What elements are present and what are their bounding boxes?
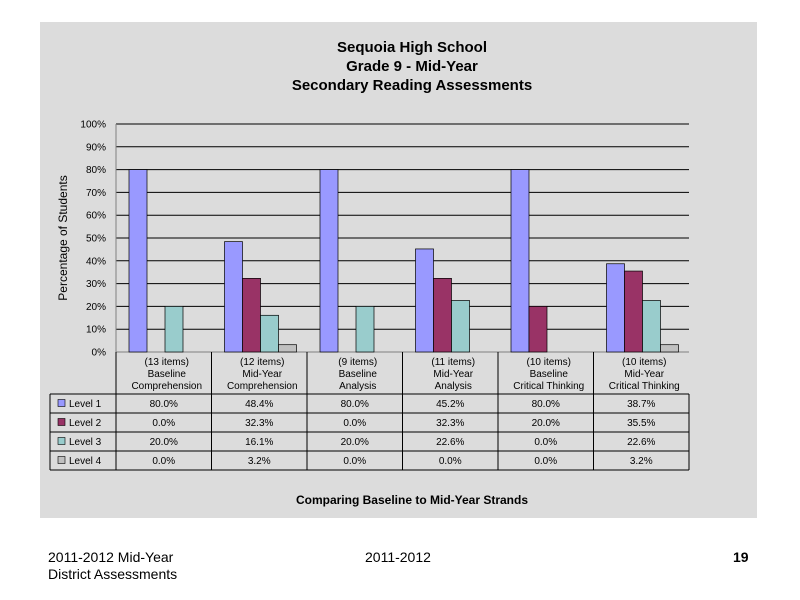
category-label: (12 items) (240, 357, 284, 368)
bar (451, 300, 470, 353)
table-cell: 32.3% (436, 418, 464, 429)
y-tick-label: 90% (86, 142, 106, 153)
bar (319, 169, 339, 353)
table-cell: 22.6% (627, 437, 655, 448)
table-cell: 35.5% (627, 418, 655, 429)
table-cell: 0.0% (439, 456, 462, 467)
legend-label: Level 4 (69, 456, 102, 467)
y-tick-label: 40% (86, 256, 106, 267)
bar (355, 306, 375, 353)
bar (260, 314, 279, 353)
table-cell: 16.1% (245, 437, 273, 448)
footer-left-line2: District Assessments (48, 566, 178, 582)
table-cell: 3.2% (630, 456, 653, 467)
table-cell: 80.0% (532, 399, 560, 410)
category-label: Comprehension (227, 381, 298, 392)
category-label: Baseline (339, 369, 378, 380)
category-label: Mid-Year (242, 369, 282, 380)
category-label: Critical Thinking (513, 381, 584, 392)
table-cell: 20.0% (341, 437, 369, 448)
bar-chart: Sequoia High School Grade 9 - Mid-Year Sec… (49, 39, 690, 507)
chart-panel: Sequoia High School Grade 9 - Mid-Year Sec… (40, 22, 757, 518)
category-label: Mid-Year (624, 369, 664, 380)
legend-label: Level 1 (69, 399, 102, 410)
legend-key (57, 399, 66, 407)
table-cell: 3.2% (248, 456, 271, 467)
bar (433, 278, 452, 353)
bar (624, 270, 643, 353)
category-label: Analysis (339, 381, 376, 392)
table-cell: 0.0% (152, 456, 175, 467)
bar (510, 169, 530, 353)
bar (128, 169, 148, 353)
category-label: (10 items) (527, 357, 571, 368)
bar (278, 344, 297, 353)
y-tick-label: 20% (86, 302, 106, 313)
chart-title-line: Sequoia High School (337, 39, 487, 56)
bar (642, 300, 661, 353)
y-tick-label: 30% (86, 279, 106, 290)
y-tick-label: 60% (86, 211, 106, 222)
y-tick-label: 80% (86, 165, 106, 176)
y-axis-title: Percentage of Students (56, 175, 70, 300)
bar (606, 263, 625, 353)
table-cell: 0.0% (534, 456, 557, 467)
table-cell: 20.0% (532, 418, 560, 429)
y-tick-label: 100% (80, 120, 106, 131)
page-number: 19 (733, 549, 749, 565)
category-label: (13 items) (145, 357, 189, 368)
category-label: Analysis (435, 381, 472, 392)
bar (415, 248, 434, 353)
category-label: (11 items) (431, 357, 475, 368)
category-label: Mid-Year (433, 369, 473, 380)
legend-label: Level 2 (69, 418, 102, 429)
table-cell: 80.0% (341, 399, 369, 410)
table-cell: 32.3% (245, 418, 273, 429)
table-cell: 38.7% (627, 399, 655, 410)
table-cell: 22.6% (436, 437, 464, 448)
y-tick-label: 10% (86, 325, 106, 336)
table-cell: 0.0% (343, 456, 366, 467)
x-axis-title: Comparing Baseline to Mid-Year Strands (296, 493, 528, 507)
category-label: Comprehension (131, 381, 202, 392)
legend-key (57, 437, 66, 445)
table-cell: 20.0% (150, 437, 178, 448)
y-tick-label: 70% (86, 188, 106, 199)
bar (242, 278, 261, 353)
footer-left-line1: 2011-2012 Mid-Year (48, 549, 174, 565)
table-cell: 80.0% (150, 399, 178, 410)
legend-key (57, 418, 66, 426)
bar (164, 306, 184, 353)
footer-center: 2011-2012 (365, 549, 431, 565)
table-cell: 0.0% (152, 418, 175, 429)
category-label: (9 items) (338, 357, 377, 368)
y-tick-label: 0% (92, 348, 107, 359)
legend-label: Level 3 (69, 437, 102, 448)
table-cell: 0.0% (343, 418, 366, 429)
chart-title-line: Grade 9 - Mid-Year (346, 58, 478, 75)
y-tick-label: 50% (86, 234, 106, 245)
category-label: Baseline (530, 369, 569, 380)
table-cell: 0.0% (534, 437, 557, 448)
legend-key (57, 456, 66, 464)
footer-left: 2011-2012 Mid-Year District Assessments (48, 549, 177, 583)
table-cell: 48.4% (245, 399, 273, 410)
bar (528, 306, 548, 353)
category-label: Baseline (148, 369, 187, 380)
chart-title-line: Secondary Reading Assessments (292, 77, 532, 94)
bar (660, 344, 679, 353)
bar (224, 241, 243, 353)
table-cell: 45.2% (436, 399, 464, 410)
category-label: (10 items) (622, 357, 666, 368)
category-label: Critical Thinking (609, 381, 680, 392)
